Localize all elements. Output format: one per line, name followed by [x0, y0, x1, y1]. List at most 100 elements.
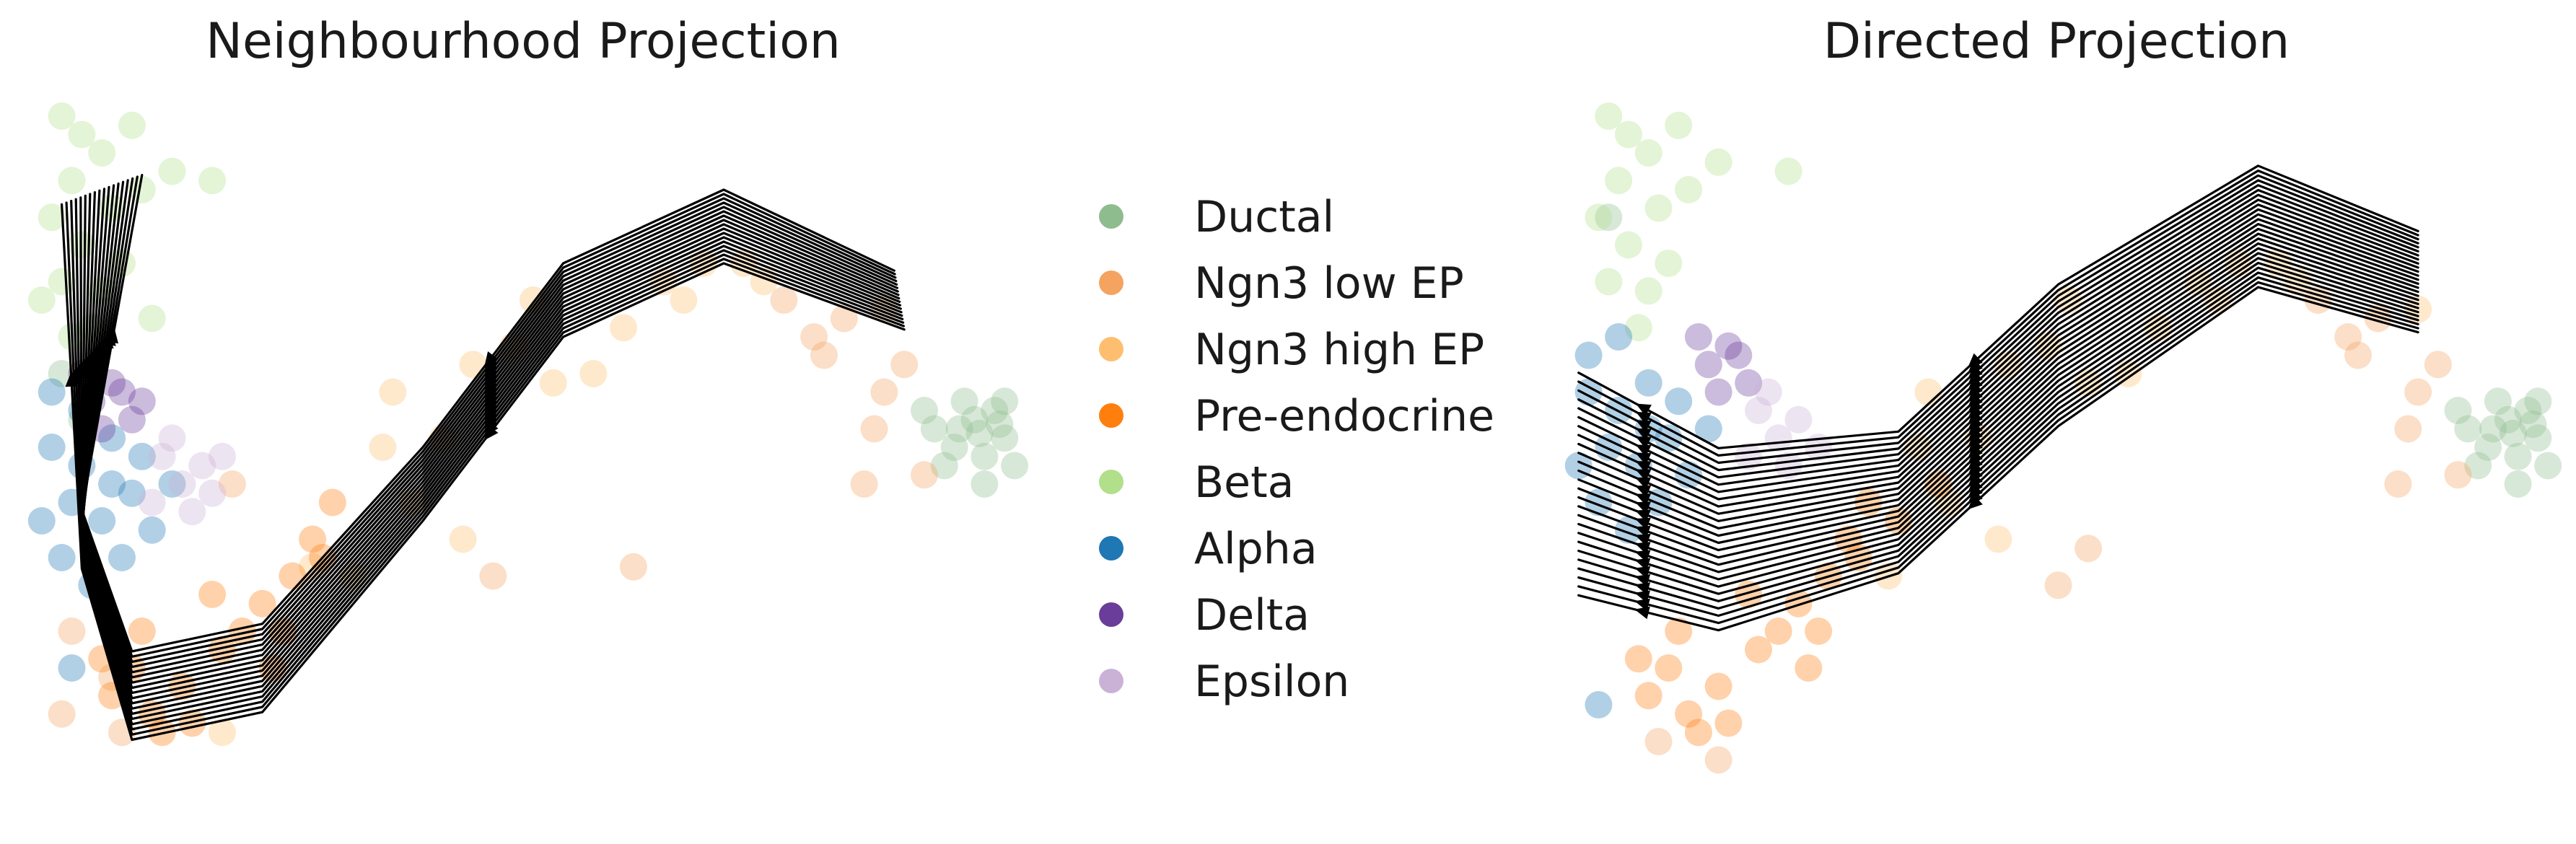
directed-projection-panel: Directed Projection	[1564, 13, 2562, 774]
streamline-arrow	[1968, 421, 1983, 436]
point-beta	[68, 120, 96, 149]
point-alpha	[98, 470, 126, 498]
point-pre-endocrine	[1634, 682, 1662, 710]
point-beta	[38, 203, 66, 232]
point-beta	[118, 111, 146, 139]
streamline-arrow	[1968, 495, 1983, 510]
point-delta	[118, 405, 146, 434]
neighbourhood-streamlines	[61, 174, 906, 742]
point-alpha	[58, 654, 86, 682]
point-beta	[1624, 314, 1652, 342]
point-beta	[27, 286, 56, 314]
streamline-arrow	[1968, 444, 1983, 459]
point-ductal	[2499, 419, 2527, 447]
point-alpha	[1665, 387, 1693, 416]
point-ductal	[2494, 405, 2522, 434]
streamline-arrow	[1968, 404, 1983, 419]
point-pre-endocrine	[1795, 654, 1823, 682]
point-ductal	[2514, 397, 2542, 424]
point-ngn3-high-ep	[579, 360, 608, 387]
point-ngn3-low-ep	[870, 378, 898, 406]
point-ductal	[965, 419, 994, 447]
point-epsilon	[1784, 405, 1813, 434]
point-beta	[58, 167, 86, 195]
streamline-arrow	[1968, 370, 1983, 385]
point-alpha	[1585, 691, 1613, 718]
streamline-arrow	[1968, 364, 1983, 379]
point-delta	[1684, 323, 1712, 351]
streamline-arrow	[1968, 398, 1983, 413]
streamline	[80, 175, 896, 658]
point-ductal	[2464, 452, 2492, 480]
streamline-arrow	[1635, 461, 1652, 473]
point-alpha	[98, 424, 126, 452]
streamline-arrow	[1635, 501, 1651, 514]
streamline-arrow	[1635, 436, 1652, 449]
streamline	[80, 189, 901, 700]
point-ngn3-high-ep	[539, 369, 567, 397]
streamline-arrow	[1968, 489, 1983, 504]
point-ductal	[930, 452, 958, 480]
point-beta	[1595, 268, 1623, 296]
point-pre-endocrine	[1684, 718, 1712, 747]
streamline-arrow	[1968, 353, 1983, 368]
legend-label-alpha: Alpha	[1194, 524, 1318, 574]
streamline	[80, 183, 898, 679]
point-ngn3-high-ep	[1984, 525, 2012, 553]
point-alpha	[38, 434, 66, 461]
point-alpha	[27, 507, 56, 535]
point-pre-endocrine	[299, 525, 327, 553]
legend-marker-ngn3-low-ep	[1099, 271, 1123, 295]
point-alpha	[38, 378, 66, 406]
streamline-arrow	[1635, 428, 1652, 441]
point-beta	[1665, 111, 1693, 139]
point-beta	[1704, 148, 1732, 176]
streamline-arrow	[1968, 455, 1983, 470]
point-beta	[1634, 139, 1662, 167]
point-pre-endocrine	[1714, 709, 1743, 737]
point-epsilon	[1764, 424, 1792, 452]
point-pre-endocrine	[1704, 672, 1732, 700]
point-alpha	[1605, 323, 1633, 351]
legend-marker-delta	[1099, 602, 1123, 627]
point-pre-endocrine	[1665, 617, 1693, 645]
point-ngn3-low-ep	[48, 700, 76, 728]
streamline	[80, 180, 898, 674]
point-beta	[198, 167, 227, 195]
legend-label-pre-endocrine: Pre-endocrine	[1194, 391, 1494, 441]
legend-marker-ngn3-high-ep	[1099, 337, 1123, 361]
point-ductal	[945, 415, 973, 443]
legend-label-ductal: Ductal	[1194, 192, 1334, 242]
streamline	[80, 191, 902, 705]
point-ductal	[2454, 415, 2482, 443]
streamline	[80, 179, 898, 669]
streamline	[80, 174, 895, 653]
point-ngn3-low-ep	[2444, 461, 2472, 489]
point-ductal	[1001, 452, 1029, 480]
point-epsilon	[168, 470, 196, 498]
streamline-arrow	[1634, 534, 1651, 546]
point-ductal	[911, 397, 938, 424]
point-ductal	[960, 405, 989, 434]
point-ductal	[981, 397, 1009, 424]
point-epsilon	[178, 498, 206, 526]
point-ductal	[991, 387, 1019, 416]
streamline	[80, 184, 899, 684]
neighbourhood-projection-title: Neighbourhood Projection	[206, 13, 841, 70]
streamline-arrow	[1634, 525, 1651, 538]
streamline-arrow	[1968, 466, 1983, 481]
streamline-arrow	[1636, 411, 1652, 425]
point-alpha	[158, 470, 186, 498]
point-ductal	[2504, 470, 2532, 498]
point-ngn3-low-ep	[850, 470, 878, 498]
streamline-arrow	[1968, 359, 1983, 374]
point-ngn3-low-ep	[810, 341, 838, 369]
legend-label-beta: Beta	[1194, 457, 1294, 508]
point-ngn3-low-ep	[58, 617, 86, 645]
point-beta	[48, 102, 76, 130]
point-delta	[1704, 378, 1732, 406]
point-ngn3-low-ep	[2044, 571, 2072, 599]
streamline-arrow	[1634, 517, 1651, 530]
legend-label-ngn3-low-ep: Ngn3 low EP	[1194, 258, 1464, 309]
